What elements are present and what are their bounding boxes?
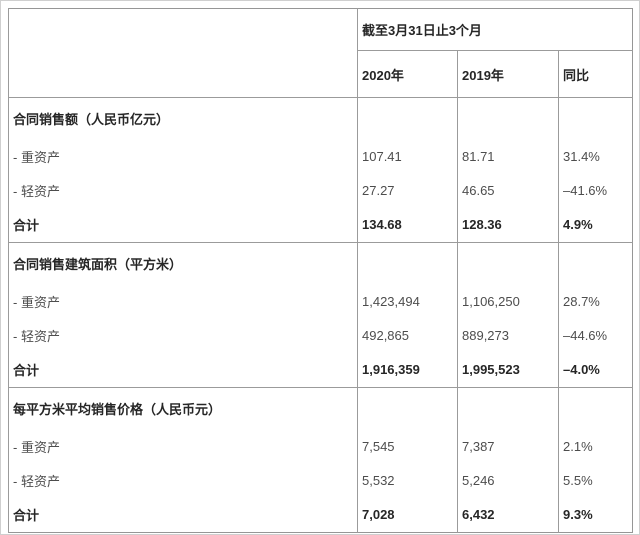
value-2019: 889,273 bbox=[457, 318, 559, 352]
row-label: - 重资产 bbox=[8, 429, 358, 463]
table-row: - 轻资产 27.27 46.65 –41.6% bbox=[8, 173, 633, 207]
section-title: 合同销售建筑面积（平方米） bbox=[8, 242, 358, 284]
empty-cell bbox=[457, 387, 559, 429]
col-header-yoy: 同比 bbox=[557, 50, 633, 98]
empty-cell bbox=[457, 97, 559, 139]
table-row: - 轻资产 5,532 5,246 5.5% bbox=[8, 463, 633, 497]
value-2020: 1,423,494 bbox=[357, 284, 458, 318]
value-2020: 5,532 bbox=[357, 463, 458, 497]
total-2020: 134.68 bbox=[357, 207, 458, 243]
col-header-2019: 2019年 bbox=[457, 50, 559, 98]
section-title-row: 每平方米平均销售价格（人民币元） bbox=[8, 387, 633, 429]
section-title-row: 合同销售额（人民币亿元） bbox=[8, 97, 633, 139]
period-header-row: 截至3月31日止3个月 bbox=[8, 8, 633, 98]
table-row: - 重资产 107.41 81.71 31.4% bbox=[8, 139, 633, 173]
value-2019: 5,246 bbox=[457, 463, 559, 497]
value-2019: 1,106,250 bbox=[457, 284, 559, 318]
value-yoy: –44.6% bbox=[557, 318, 633, 352]
total-yoy: 9.3% bbox=[557, 497, 633, 533]
value-yoy: 31.4% bbox=[557, 139, 633, 173]
table-row: - 重资产 7,545 7,387 2.1% bbox=[8, 429, 633, 463]
value-2020: 107.41 bbox=[357, 139, 458, 173]
row-label: - 轻资产 bbox=[8, 173, 358, 207]
column-header-row: 2020年 2019年 同比 bbox=[9, 50, 633, 98]
value-yoy: –41.6% bbox=[557, 173, 633, 207]
empty-cell bbox=[557, 242, 633, 284]
total-row: 合计 134.68 128.36 4.9% bbox=[8, 207, 633, 243]
value-2020: 492,865 bbox=[357, 318, 458, 352]
value-2020: 7,545 bbox=[357, 429, 458, 463]
row-label: - 重资产 bbox=[8, 139, 358, 173]
section-title-row: 合同销售建筑面积（平方米） bbox=[8, 242, 633, 284]
empty-cell bbox=[357, 242, 458, 284]
total-2020: 7,028 bbox=[357, 497, 458, 533]
empty-cell bbox=[557, 387, 633, 429]
value-yoy: 5.5% bbox=[557, 463, 633, 497]
total-2020: 1,916,359 bbox=[357, 352, 458, 388]
value-2019: 46.65 bbox=[457, 173, 559, 207]
total-2019: 6,432 bbox=[457, 497, 559, 533]
empty-cell bbox=[557, 97, 633, 139]
total-row: 合计 1,916,359 1,995,523 –4.0% bbox=[8, 352, 633, 388]
total-yoy: –4.0% bbox=[557, 352, 633, 388]
total-label: 合计 bbox=[8, 352, 358, 388]
period-header-cell: 截至3月31日止3个月 bbox=[356, 8, 633, 51]
row-label: - 轻资产 bbox=[8, 318, 358, 352]
row-label: - 重资产 bbox=[8, 284, 358, 318]
total-row: 合计 7,028 6,432 9.3% bbox=[8, 497, 633, 533]
value-2019: 7,387 bbox=[457, 429, 559, 463]
value-yoy: 2.1% bbox=[557, 429, 633, 463]
empty-cell bbox=[357, 97, 458, 139]
total-label: 合计 bbox=[8, 497, 358, 533]
value-2019: 81.71 bbox=[457, 139, 559, 173]
col-header-2020: 2020年 bbox=[357, 50, 458, 98]
empty-cell bbox=[457, 242, 559, 284]
financial-results-table: 截至3月31日止3个月 2020年 2019年 同比 合同销售额（人民币亿元） … bbox=[8, 8, 634, 533]
table-row: - 重资产 1,423,494 1,106,250 28.7% bbox=[8, 284, 633, 318]
table-row: - 轻资产 492,865 889,273 –44.6% bbox=[8, 318, 633, 352]
total-2019: 1,995,523 bbox=[457, 352, 559, 388]
empty-cell bbox=[357, 387, 458, 429]
value-2020: 27.27 bbox=[357, 173, 458, 207]
total-label: 合计 bbox=[8, 207, 358, 243]
value-yoy: 28.7% bbox=[557, 284, 633, 318]
total-2019: 128.36 bbox=[457, 207, 559, 243]
section-title: 合同销售额（人民币亿元） bbox=[8, 97, 358, 139]
section-title: 每平方米平均销售价格（人民币元） bbox=[8, 387, 358, 429]
total-yoy: 4.9% bbox=[557, 207, 633, 243]
row-label: - 轻资产 bbox=[8, 463, 358, 497]
corner-cell bbox=[8, 8, 358, 98]
